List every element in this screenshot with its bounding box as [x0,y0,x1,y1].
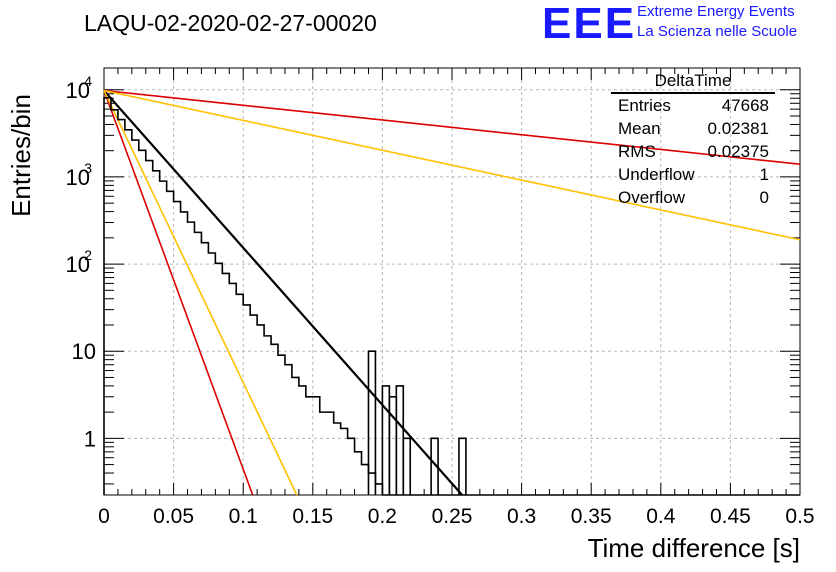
x-tick-label: 0.15 [292,505,333,528]
stats-value: 0.02381 [707,119,769,138]
eee-tagline-1: Extreme Energy Events [637,3,795,20]
histogram-tail-bin [458,437,467,495]
y-axis-label: Entries/bin [5,94,36,217]
eee-tagline-2: La Scienza nelle Scuole [637,23,798,40]
histogram-tail-bin [430,437,439,495]
stats-label: RMS [618,142,656,161]
stats-row-mean: Mean 0.02381 [611,117,775,140]
stats-title: DeltaTime [611,70,775,94]
run-title: LAQU-02-2020-02-27-00020 [84,10,377,36]
stats-label: Underflow [618,165,695,184]
axes: 0 0.05 0.1 0.15 0.2 0.25 0.3 0.35 0.4 0.45 0.51101… [66,68,815,528]
stats-value: 0 [759,188,769,207]
y-tick-label: 1 [84,426,96,451]
fit-line-fit [103,89,463,496]
y-tick-label: 10 [66,252,90,277]
histogram-tail-bin [367,350,377,495]
y-tick-label: 10 [66,78,90,103]
y-tick-exponent: 3 [84,160,92,176]
histogram-tail-bin [402,437,412,495]
stats-label: Mean [618,119,661,138]
x-tick-label: 0.35 [571,505,612,528]
x-tick-label: 0.3 [507,505,536,528]
fit-line-upper-orange [103,89,801,241]
x-tick-label: 0.2 [368,505,397,528]
x-tick-label: 0.45 [710,505,751,528]
stats-row-rms: RMS 0.02375 [611,140,775,163]
stats-label: Overflow [618,188,686,207]
x-tick-label: 0.25 [432,505,473,528]
stats-row-underflow: Underflow 1 [611,163,775,186]
fit-line-lower-orange [103,90,298,496]
x-tick-label: 0.1 [229,505,258,528]
stats-label: Entries [618,96,671,115]
histogram-tail-bin [395,385,405,495]
x-tick-label: 0 [98,505,110,528]
histogram [103,96,800,496]
y-tick-exponent: 4 [84,73,92,89]
stats-row-overflow: Overflow 0 [611,186,775,209]
y-tick-exponent: 2 [84,247,92,263]
histogram-outline [103,96,800,496]
fit-line-lower-red [103,90,254,496]
stats-value: 1 [759,165,769,184]
stats-value: 0.02375 [707,142,769,161]
histogram-tail-bin [381,385,391,495]
x-tick-label: 0.4 [646,505,676,528]
stats-value: 47668 [721,96,769,115]
stats-row-entries: Entries 47668 [611,94,775,117]
stats-box: DeltaTime Entries 47668 Mean 0.02381 RMS 0.… [611,70,775,209]
y-tick-label: 10 [72,339,96,364]
fit-lines [103,89,801,496]
histogram-tail-bin [388,395,398,495]
fit-line-upper-red [103,89,801,165]
x-tick-label: 0.5 [785,505,814,528]
y-tick-label: 10 [66,165,90,190]
eee-logo: EEE [542,0,637,48]
x-tick-label: 0.05 [153,505,194,528]
x-axis-label: Time difference [s] [587,533,800,563]
